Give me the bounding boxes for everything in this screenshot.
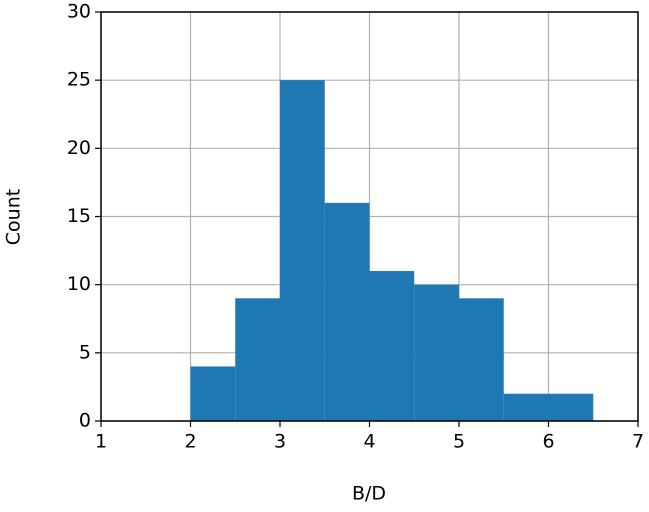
x-tick-label: 4 (363, 431, 375, 453)
x-tick-label: 2 (184, 431, 196, 453)
bar (235, 298, 280, 421)
x-tick-label: 5 (453, 431, 465, 453)
bar (324, 202, 370, 421)
bar (548, 393, 594, 421)
plot-frame (100, 11, 639, 422)
bar (190, 366, 236, 421)
bar (280, 80, 325, 422)
bar (503, 393, 549, 421)
y-tick-label: 0 (79, 410, 91, 432)
y-tick-label: 5 (79, 341, 91, 363)
y-tick-label: 30 (67, 1, 91, 23)
bar (414, 284, 459, 421)
x-tick-label: 6 (542, 431, 554, 453)
x-tick-label: 3 (274, 431, 286, 453)
x-tick-label: 7 (632, 431, 644, 453)
y-tick-label: 20 (67, 137, 91, 159)
y-tick-label: 25 (67, 69, 91, 91)
y-axis-label: Count (3, 189, 25, 245)
y-tick-label: 15 (67, 205, 91, 227)
x-axis-label: B/D (352, 483, 386, 505)
x-tick-label: 1 (95, 431, 107, 453)
bar (369, 271, 415, 421)
bar (459, 298, 504, 421)
y-tick-label: 10 (67, 273, 91, 295)
